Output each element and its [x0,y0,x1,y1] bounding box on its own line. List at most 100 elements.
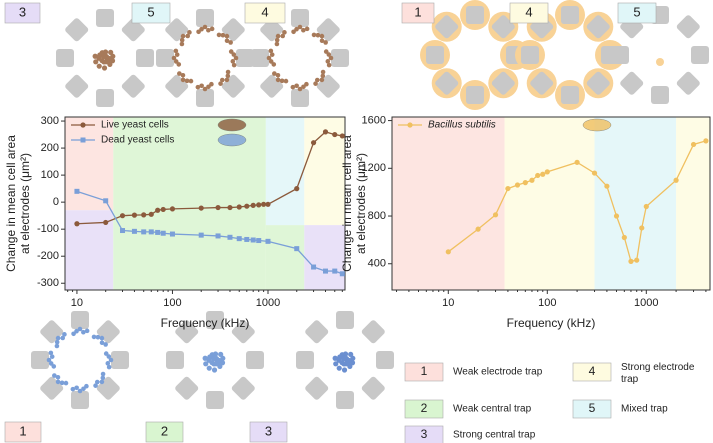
cell [59,380,65,386]
tag-box [244,2,286,24]
cell [220,355,226,361]
electrode [435,15,459,39]
key-id: 2 [421,401,428,415]
marker [141,229,147,235]
cell [290,84,296,90]
cell [100,375,106,381]
electrode [676,71,700,95]
key-id: 5 [589,401,596,415]
cell [202,86,208,92]
marker [256,238,262,244]
cell [195,84,201,90]
marker [169,231,175,237]
marker [613,213,620,219]
marker [311,264,317,270]
cell [179,37,185,43]
tag-label: 5 [633,4,640,19]
electrode [65,74,89,98]
key-id: 1 [421,364,428,378]
tag-label: 1 [414,4,421,19]
tag-label: 1 [19,423,26,438]
cell [301,84,306,90]
electrode [96,320,120,344]
cell [95,334,101,340]
tag-box [4,2,41,24]
cell [268,59,274,64]
cell [49,354,55,359]
electrode [56,49,74,67]
cell [326,52,332,57]
legend-label: Bacillus subtilis [428,120,496,131]
cell [173,48,179,54]
electrode [231,320,255,344]
y-tick-label: -300 [37,277,59,289]
cell [63,380,69,386]
marker [505,185,511,192]
electrode [206,391,224,409]
key-box [404,425,444,443]
cell [74,385,79,391]
electrode [426,46,444,64]
y-tick-label: -200 [37,250,59,262]
electrode [206,311,224,329]
cell [275,72,281,78]
electrode [136,49,154,67]
marker [256,202,262,208]
region [265,225,305,290]
key-id: 4 [589,364,596,378]
series-line [447,140,707,263]
marker [294,186,300,192]
y-tick-label: 100 [41,169,59,181]
electrode [96,376,120,400]
electrode [175,376,199,400]
marker [160,230,166,236]
marker [332,268,338,274]
cell [100,371,106,377]
cell [106,364,112,370]
cell [202,24,208,30]
y-tick-label: 1600 [362,114,386,126]
cell [206,357,212,363]
y-tick-label: -100 [37,223,59,235]
cell [301,27,306,33]
region [265,117,305,226]
cell [216,357,222,364]
electrode [165,74,189,98]
legend-label: Live yeast cells [101,120,169,131]
marker [131,212,138,218]
electrode [71,391,89,409]
marker [261,201,267,207]
cell [269,52,275,57]
cell [220,32,226,38]
electrode [166,351,184,369]
x-tick-label: 1000 [634,297,658,309]
marker [265,238,271,244]
electrode [305,320,329,344]
tag-box [4,421,42,443]
cell [180,33,186,39]
marker [322,129,329,135]
tag-label: 4 [261,4,268,19]
region [594,117,677,290]
marker [323,268,329,274]
tag-label: 2 [161,423,168,438]
cell [336,365,342,371]
marker [294,246,300,252]
marker [215,204,221,211]
key-label-line: Strong electrode [621,362,695,373]
cell [274,41,280,47]
marker [628,258,634,264]
cell [311,32,317,38]
marker [310,140,317,146]
cell [91,334,97,340]
y-tick-label: 0 [53,196,59,208]
y-tick-label: 800 [368,210,386,222]
cell [274,37,280,43]
tag-label: 4 [525,4,532,19]
electrode [676,15,700,39]
electrode [111,351,129,369]
cell [180,72,186,78]
marker [643,203,649,210]
cell [55,379,61,385]
